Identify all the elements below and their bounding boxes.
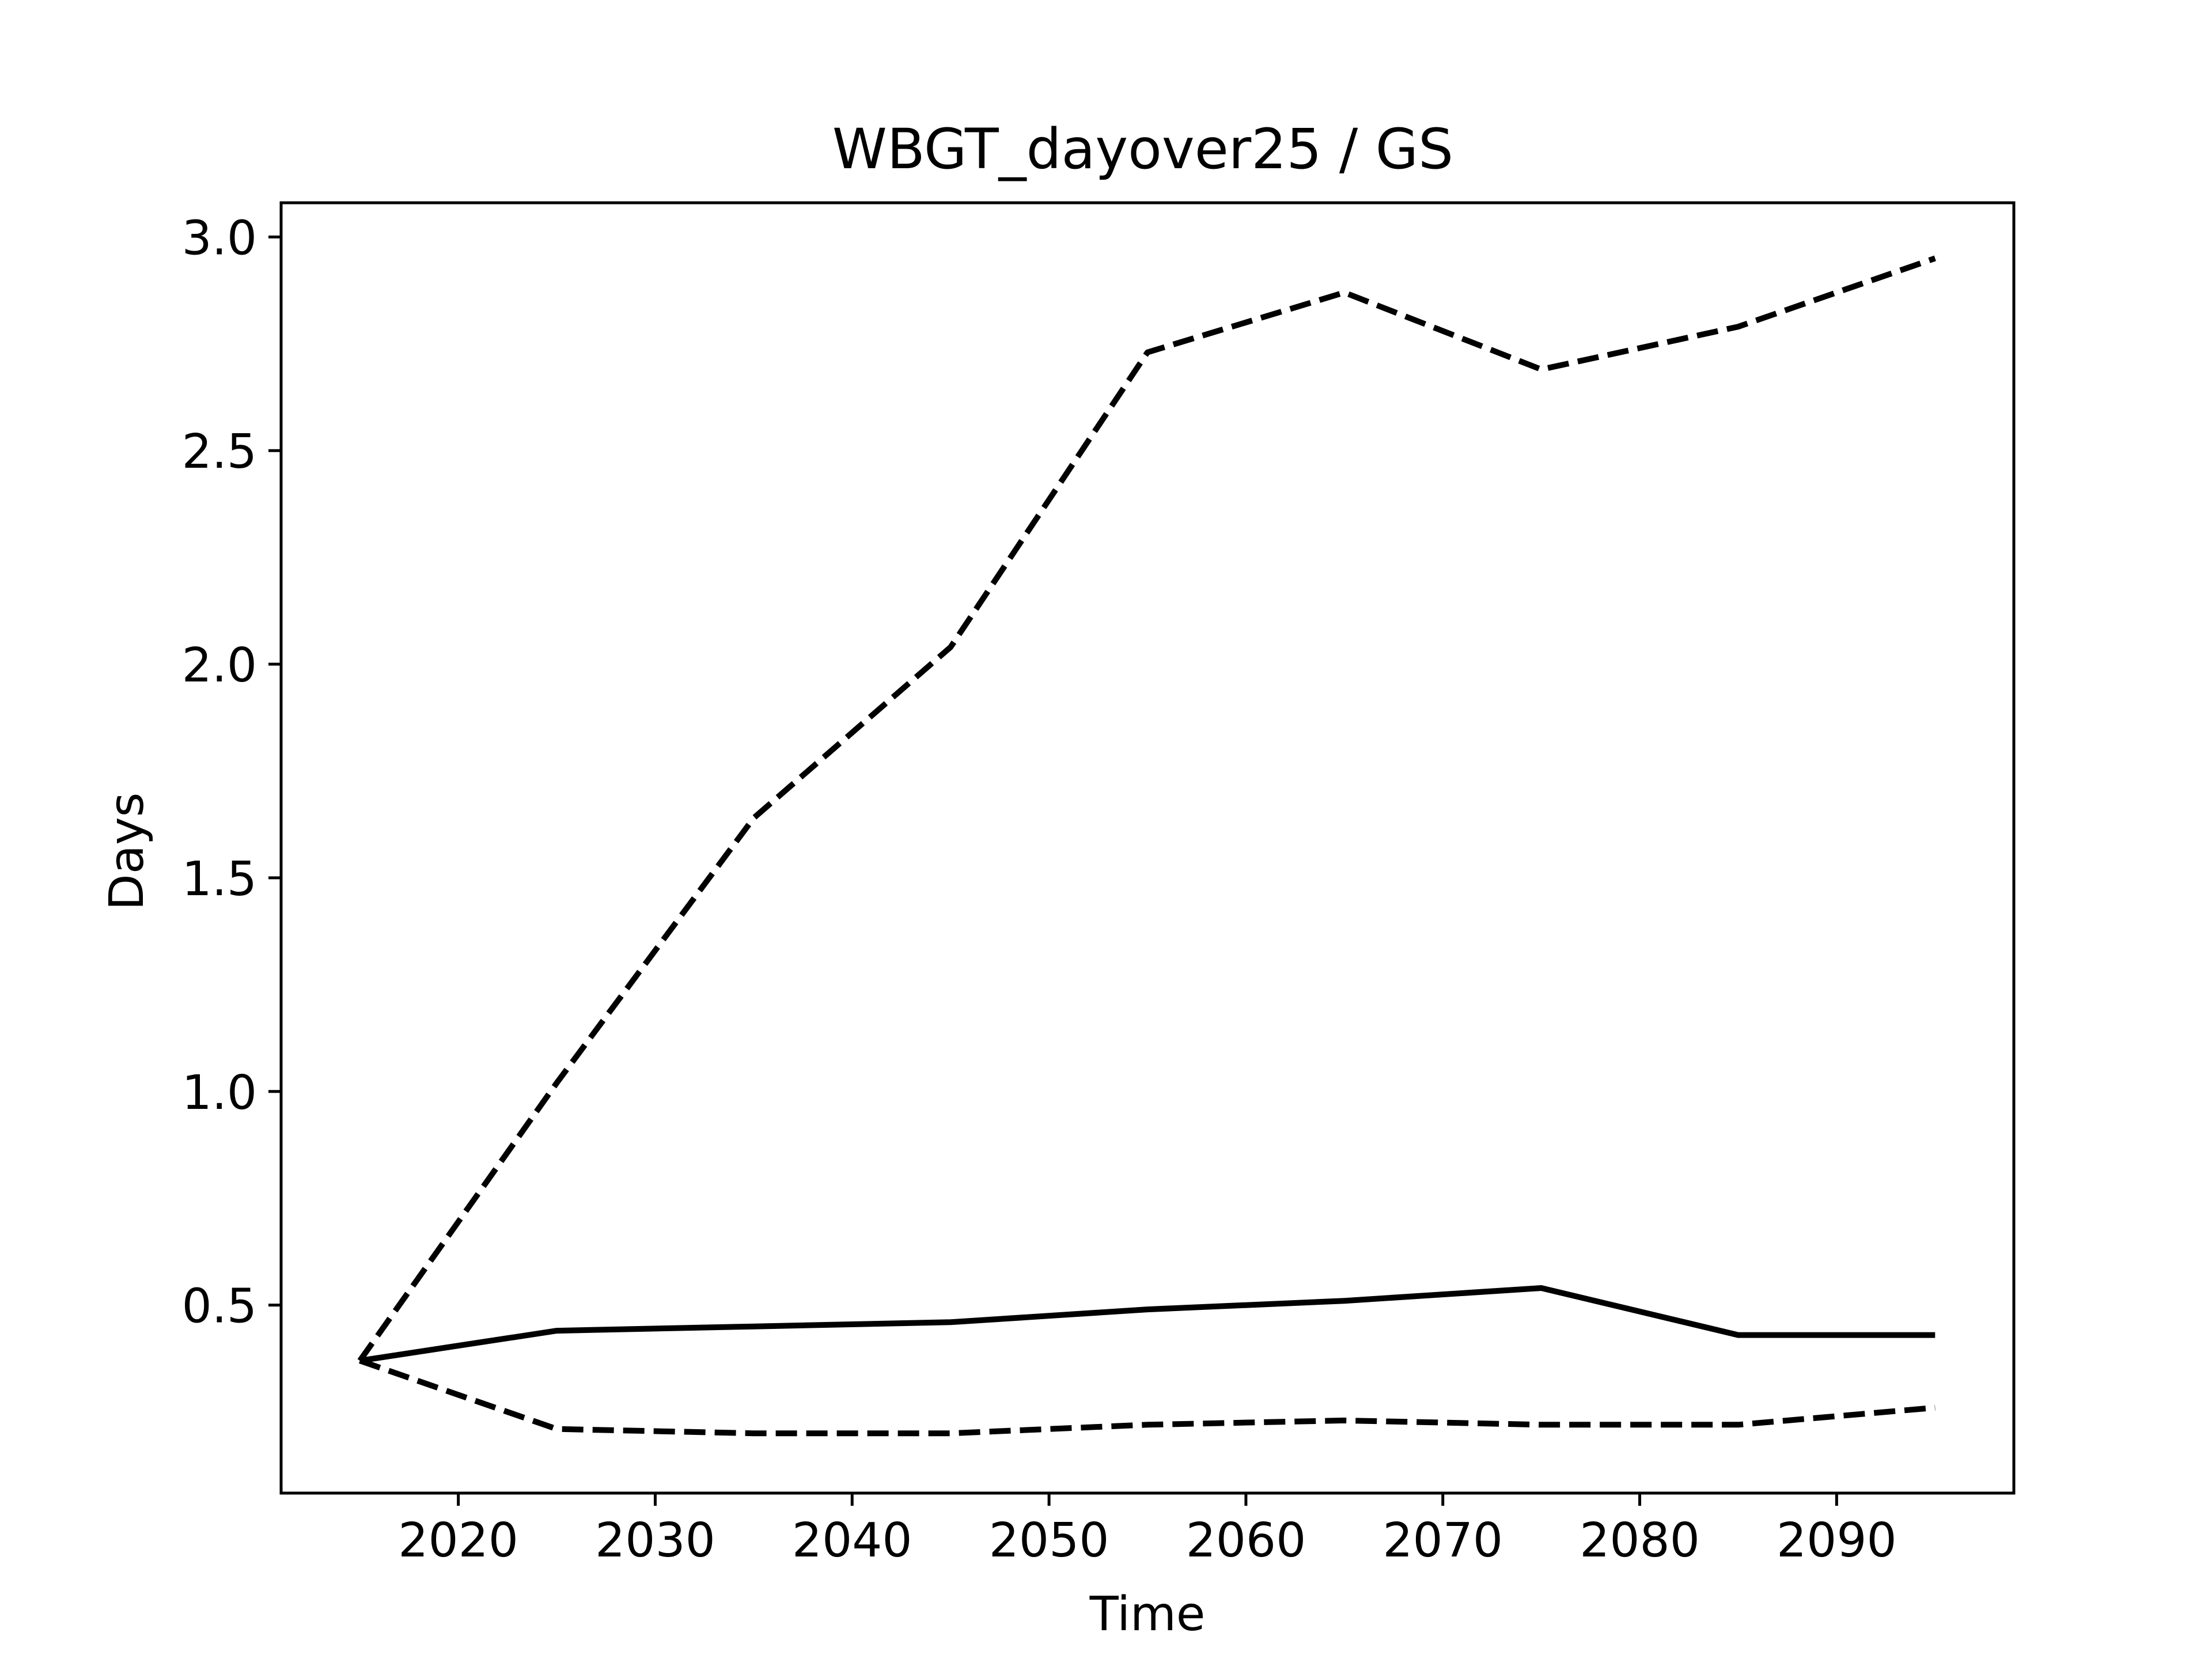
x-tick-label: 2020 xyxy=(398,1513,518,1568)
x-tick-label: 2090 xyxy=(1777,1513,1897,1568)
y-tick-label: 2.5 xyxy=(182,425,257,479)
y-tick-label: 0.5 xyxy=(182,1279,257,1334)
x-axis-label: Time xyxy=(1089,1587,1206,1642)
series-layer xyxy=(357,255,1936,1437)
y-tick-label: 1.0 xyxy=(182,1066,257,1120)
x-tick-label: 2070 xyxy=(1382,1513,1503,1568)
series-line-2 xyxy=(359,1285,1936,1364)
plot-frame xyxy=(279,201,2016,1495)
x-tick-label: 2050 xyxy=(989,1513,1109,1568)
x-tick-label: 2080 xyxy=(1580,1513,1700,1568)
y-tick-label: 2.0 xyxy=(182,638,257,693)
x-tick-label: 2060 xyxy=(1186,1513,1306,1568)
y-tick-label: 3.0 xyxy=(182,211,257,266)
x-tick-label: 2030 xyxy=(595,1513,715,1568)
x-tick-label: 2040 xyxy=(792,1513,912,1568)
series-line-1 xyxy=(357,255,1936,1362)
y-axis-label: Days xyxy=(100,793,154,911)
y-axis-ticks: 0.5 1.0 1.5 2.0 2.5 3.0 xyxy=(182,211,281,1334)
x-axis-ticks: 2020 2030 2040 2050 2060 2070 2080 2090 xyxy=(398,1493,1897,1568)
series-line-3 xyxy=(359,1358,1936,1437)
y-tick-label: 1.5 xyxy=(182,852,257,907)
chart-title: WBGT_dayover25 / GS xyxy=(832,117,1453,181)
